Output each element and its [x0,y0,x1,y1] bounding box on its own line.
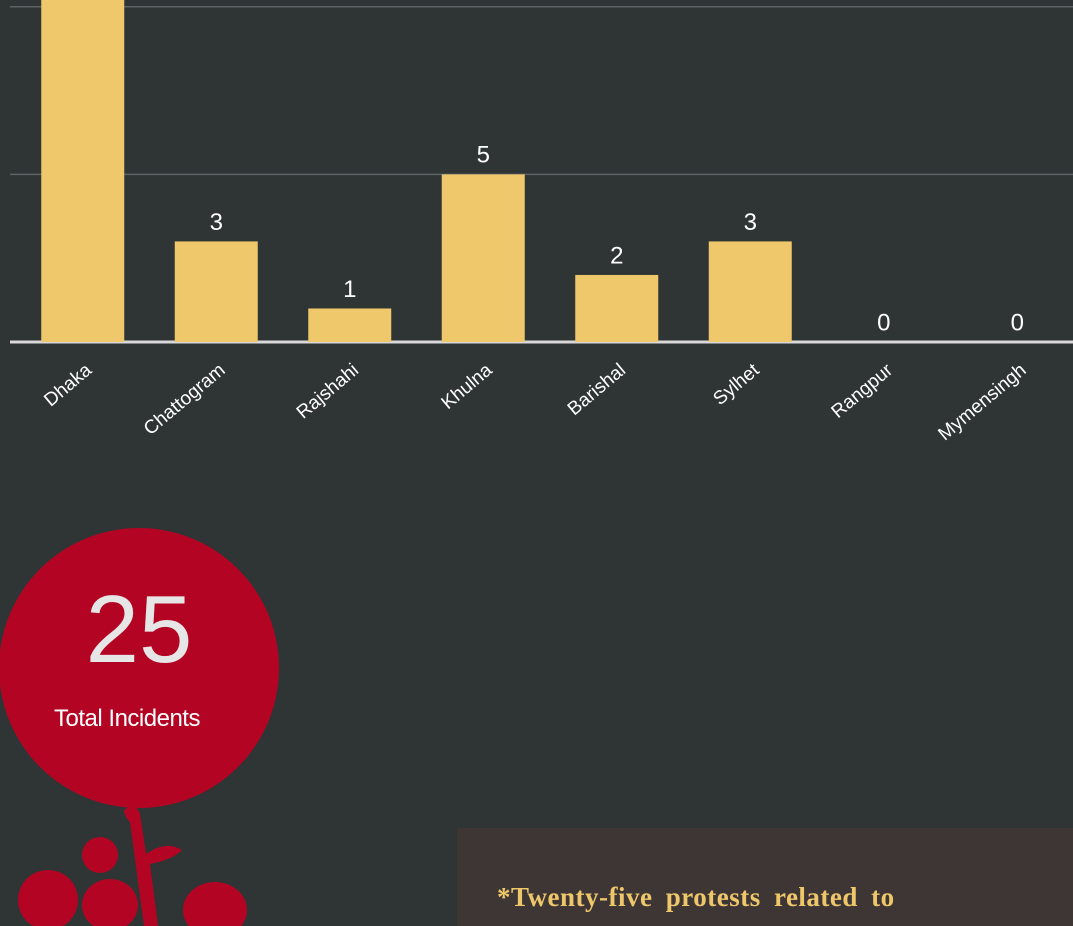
note-box: *Twenty-five protests related to [457,828,1073,926]
total-label: Total Incidents [54,705,200,732]
value-label: 5 [477,142,490,169]
logo-shape [18,870,78,926]
x-tick-label: Barishal [564,360,630,420]
bar [41,0,124,342]
value-label: 0 [877,309,890,336]
logo [18,807,247,926]
logo-shape [82,879,138,926]
x-tick-label: Dhaka [40,359,96,411]
value-label: 0 [1011,309,1024,336]
value-label: 3 [210,209,223,236]
value-label: 2 [610,242,623,269]
x-tick-label: Chattogram [140,360,230,440]
x-tick-label: Sylhet [710,359,765,409]
value-label: 3 [744,209,757,236]
bar [442,174,525,342]
bar [175,241,258,342]
summary-badge: 25 Total Incidents [0,528,279,808]
value-label: 1 [343,276,356,303]
x-tick-label: Rajshahi [293,360,363,424]
x-tick-label: Khulna [438,359,497,413]
page: {"chart_data": {"type": "bar", "categori… [0,0,1073,926]
logo-dot [82,837,118,873]
total-value: 25 [86,576,193,683]
note-text: *Twenty-five protests related to [497,882,895,912]
bar [308,308,391,342]
x-tick-label: Rangpur [828,359,898,422]
logo-shape [183,882,247,926]
x-tick-label: Mymensingh [934,360,1030,445]
bar [709,241,792,342]
bar [575,275,658,342]
chart: 25 Total Incidents Dhaka3Chattogram1Rajs… [0,0,1073,926]
